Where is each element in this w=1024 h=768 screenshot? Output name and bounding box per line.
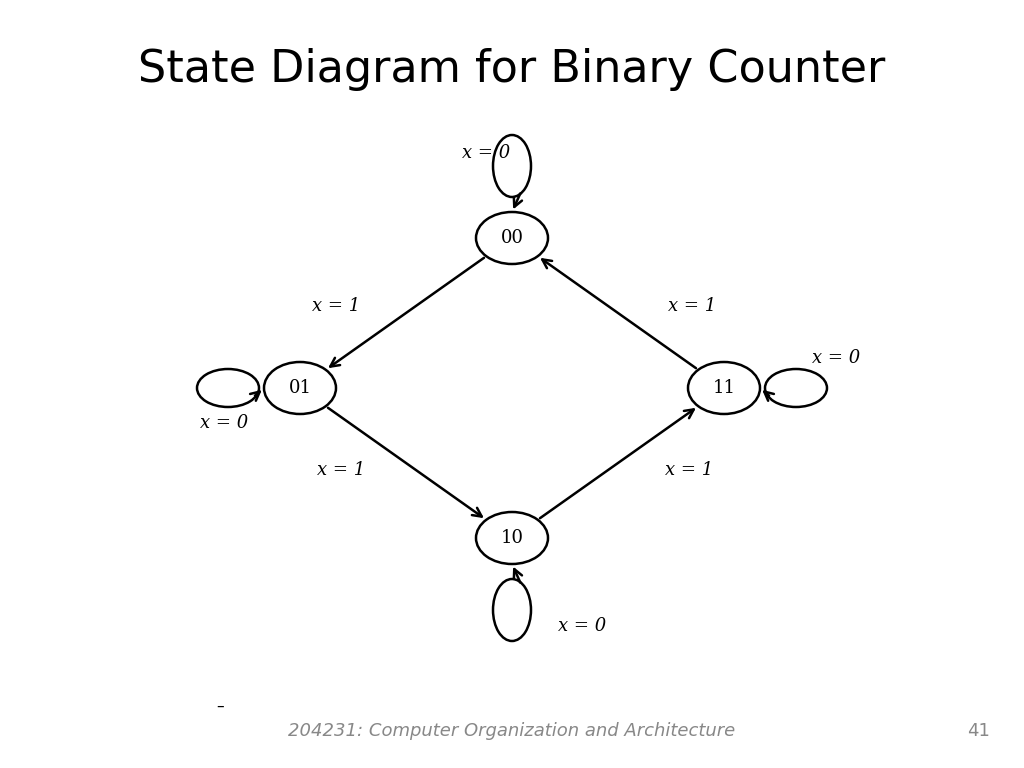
Text: x = 1: x = 1 bbox=[668, 297, 716, 315]
Text: State Diagram for Binary Counter: State Diagram for Binary Counter bbox=[138, 48, 886, 91]
Text: 11: 11 bbox=[713, 379, 735, 397]
Text: 204231: Computer Organization and Architecture: 204231: Computer Organization and Archit… bbox=[289, 722, 735, 740]
Text: x = 1: x = 1 bbox=[316, 461, 365, 479]
Text: 00: 00 bbox=[501, 229, 523, 247]
Text: 01: 01 bbox=[289, 379, 311, 397]
Ellipse shape bbox=[476, 212, 548, 264]
Text: 10: 10 bbox=[501, 529, 523, 547]
Text: x = 1: x = 1 bbox=[311, 297, 360, 315]
Ellipse shape bbox=[688, 362, 760, 414]
Text: x = 0: x = 0 bbox=[558, 617, 606, 635]
Text: x = 0: x = 0 bbox=[462, 144, 510, 162]
Text: x = 0: x = 0 bbox=[200, 414, 248, 432]
Ellipse shape bbox=[264, 362, 336, 414]
Text: 41: 41 bbox=[967, 722, 990, 740]
Ellipse shape bbox=[476, 512, 548, 564]
Text: x = 0: x = 0 bbox=[812, 349, 860, 367]
Text: x = 1: x = 1 bbox=[665, 461, 714, 479]
Text: –: – bbox=[216, 699, 224, 713]
